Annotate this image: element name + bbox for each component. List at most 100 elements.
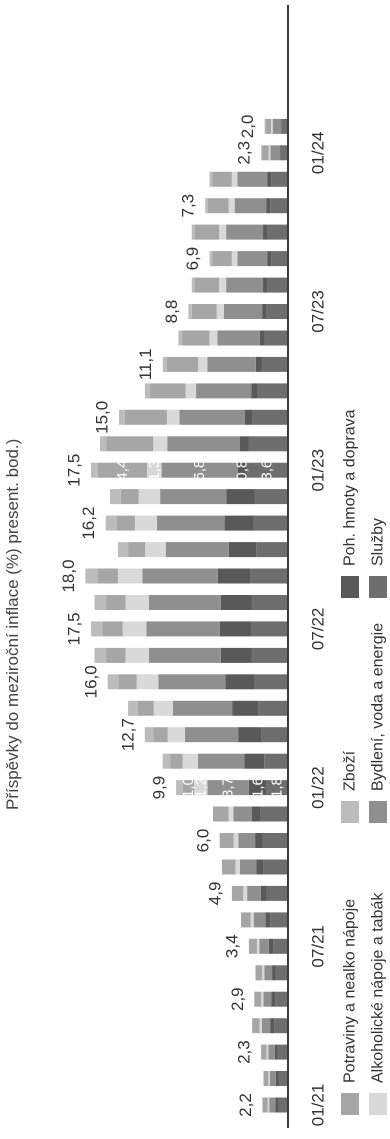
bar-segment (275, 1097, 279, 1113)
total-value-label: 2,0 (238, 115, 257, 139)
bar-segment (268, 145, 271, 161)
bar-segment (119, 409, 125, 425)
segment-value-label: 3,6 (258, 460, 275, 481)
bar-segment (219, 833, 234, 848)
bar-segment (256, 859, 264, 875)
bar-segment (191, 304, 217, 319)
bar-segment (256, 938, 260, 954)
bar-segment (262, 833, 287, 848)
legend-label: Zboží (342, 750, 359, 791)
total-value-label: 18,0 (59, 559, 78, 592)
x-tick-label: 07/22 (309, 608, 328, 651)
total-value-label: 6,0 (193, 829, 212, 853)
bar-segment (160, 489, 227, 505)
total-value-label: 8,8 (162, 300, 181, 324)
bar-segment (182, 753, 198, 769)
bar-segment (261, 1044, 267, 1060)
bar-segment (251, 383, 258, 399)
bar-segment (244, 753, 265, 769)
bar-segment (257, 383, 287, 399)
bar-segment (208, 198, 229, 214)
total-value-label: 11,1 (136, 348, 155, 380)
bar-segment (270, 1018, 275, 1034)
bar-segment (228, 198, 235, 214)
bar-segment (232, 700, 259, 716)
total-value-label: 4,9 (206, 882, 225, 906)
bar-segment (194, 780, 208, 796)
legend-label: Služby (370, 518, 387, 566)
bar-segment (261, 356, 287, 372)
bar-segment (251, 647, 287, 663)
total-value-label: 2,9 (228, 987, 247, 1011)
bar-segment (277, 1044, 287, 1060)
legend-label: Bydlení, voda a energie (370, 623, 387, 791)
bar-segment (196, 383, 252, 399)
bar-segment (223, 304, 263, 319)
bar-segment (248, 436, 287, 452)
bar-segment (262, 145, 269, 161)
bar-segment (238, 833, 256, 848)
total-value-label: 9,9 (150, 776, 169, 800)
bar-segment (118, 674, 137, 690)
bar-segment (256, 542, 287, 558)
bar-segment (233, 833, 239, 848)
bar-segment (212, 171, 232, 187)
bar-segment (103, 621, 123, 637)
bar-segment (252, 409, 287, 425)
bar-segment (252, 1018, 260, 1034)
bar-segment (107, 674, 119, 690)
bar-segment (263, 991, 272, 1007)
bar-segment (106, 595, 126, 610)
bar-segment (205, 198, 208, 214)
bar-segment (235, 859, 240, 875)
bar-segment (261, 145, 263, 161)
bar-segment (263, 1071, 269, 1086)
bar-segment (267, 251, 272, 267)
bar-segment (118, 568, 143, 584)
bar-segment (91, 621, 103, 637)
legend-label: Alkoholické nápoje a tabák (370, 892, 387, 1083)
total-value-label: 15,0 (93, 401, 112, 434)
bar-segment (122, 621, 147, 637)
bar-segment (247, 885, 261, 901)
bar-segment (209, 171, 213, 187)
bar-segment (266, 304, 287, 319)
bar-segment (250, 568, 287, 584)
bar-segment (259, 330, 265, 346)
bar-segment (281, 118, 283, 134)
bar-segment (182, 330, 210, 346)
bar-segment (237, 462, 247, 478)
bar-segment (219, 621, 252, 637)
bar-segment (220, 595, 252, 610)
bar-segment (264, 753, 287, 769)
bar-segment (185, 383, 196, 399)
bar-segment (149, 383, 186, 399)
bar-segment (147, 462, 162, 478)
bar-segment (97, 462, 147, 478)
bar-segment (85, 568, 98, 584)
bar-segment (216, 304, 224, 319)
bar-segment (106, 436, 154, 452)
bar-segment (231, 171, 238, 187)
bar-segment (173, 700, 233, 716)
bar-segment (271, 991, 276, 1007)
bar-segment (265, 912, 271, 928)
bar-segment (221, 859, 236, 875)
bar-segment (217, 568, 251, 584)
bar-segment (264, 965, 273, 981)
legend-swatch (341, 801, 359, 823)
legend-swatch (369, 1093, 387, 1115)
bar-segment (278, 1097, 287, 1113)
bar-segment (110, 489, 121, 505)
bar-segment (244, 409, 253, 425)
bar-segment (156, 515, 225, 531)
bar-segment (270, 912, 287, 928)
bar-segment (144, 727, 154, 743)
bar-segment (280, 145, 282, 161)
bar-segment (188, 304, 192, 319)
bar-segment (251, 806, 260, 822)
bar-segment (167, 356, 199, 372)
bar-segment (270, 198, 287, 214)
segment-value-label: 4,4 (114, 460, 131, 481)
